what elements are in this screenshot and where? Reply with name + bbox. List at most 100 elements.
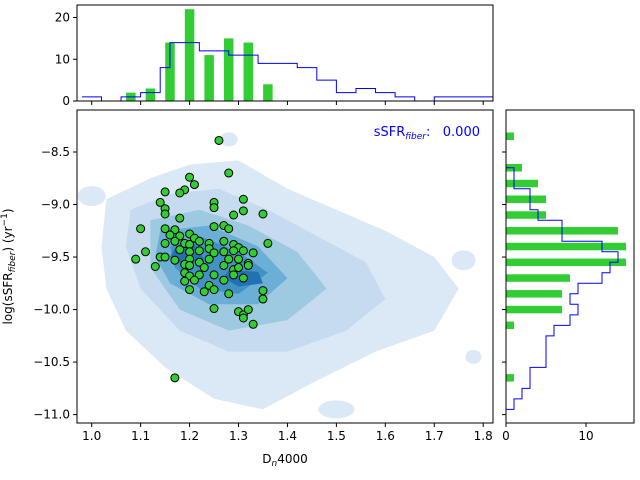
top-hist-bar — [263, 84, 273, 101]
top-hist-bar — [165, 42, 175, 101]
x-tick-label: 1.4 — [278, 429, 297, 443]
scatter-point — [189, 275, 199, 285]
scatter-point — [180, 276, 190, 286]
right-hist-bar — [506, 374, 514, 382]
right-x-tick-label: 0 — [502, 429, 510, 443]
scatter-point — [194, 246, 204, 256]
scatter-point — [199, 263, 209, 273]
right-hist-bar — [506, 242, 626, 251]
y-tick-label: −9.5 — [41, 250, 70, 264]
scatter-point — [160, 187, 170, 197]
top-hist-step-line — [81, 42, 493, 102]
scatter-point — [219, 247, 229, 257]
scatter-point — [234, 263, 244, 273]
scatter-point — [238, 194, 248, 204]
scatter-point — [243, 305, 253, 315]
scatter-point — [199, 287, 209, 297]
scatter-point — [219, 275, 229, 285]
right-hist-bar — [506, 179, 538, 188]
scatter-point — [224, 224, 234, 234]
scatter-point — [185, 247, 195, 257]
top-hist-bar — [243, 42, 254, 101]
main-x-ticks: 1.0 1.1 1.2 1.3 1.4 1.5 1.6 1.7 1.8 — [82, 423, 493, 443]
scatter-point — [204, 254, 214, 264]
scatter-point — [160, 252, 170, 262]
density-contours — [77, 132, 482, 419]
scatter-point — [209, 248, 219, 258]
scatter-point — [160, 209, 170, 219]
scatter-point — [224, 254, 234, 264]
y-tick-label: −10.0 — [33, 303, 70, 317]
scatter-point — [258, 286, 268, 296]
main-scatter-panel: 1.0 1.1 1.2 1.3 1.4 1.5 1.6 1.7 1.8−8.5−9.0−9.5−… — [0, 109, 494, 469]
density-blob-1 — [219, 132, 238, 147]
x-tick-label: 1.0 — [82, 429, 101, 443]
y-tick-label: −10.5 — [33, 355, 70, 369]
right-histogram-panel: 0 10 — [502, 109, 635, 443]
scatter-point — [234, 254, 244, 264]
right-hist-bar — [506, 321, 514, 330]
x-tick-label: 1.3 — [229, 429, 248, 443]
scatter-point — [209, 270, 219, 280]
scatter-point — [248, 319, 258, 329]
scatter-point — [224, 289, 234, 299]
scatter-point — [243, 260, 253, 270]
top-hist-bar — [223, 38, 234, 101]
scatter-point — [185, 172, 195, 182]
scatter-point — [175, 245, 185, 255]
scatter-point — [238, 273, 248, 283]
right-hist-bar — [506, 258, 626, 267]
scatter-point — [175, 213, 185, 223]
x-tick-label: 1.6 — [376, 429, 395, 443]
scatter-point — [258, 209, 268, 219]
scatter-point — [160, 224, 170, 234]
scatter-point — [170, 373, 180, 383]
scatter-point — [229, 246, 239, 256]
y-tick-label: −11.0 — [33, 408, 70, 422]
scatter-point — [209, 285, 219, 295]
scatter-point — [165, 230, 175, 240]
scatter-point — [209, 304, 219, 314]
main-y-ticks: −8.5 −9.0 −9.5 −10.0 −10.5 −11.0 — [33, 145, 77, 422]
scatter-point — [185, 239, 195, 249]
top-y-tick-label: 0 — [62, 94, 70, 108]
scatter-point — [258, 294, 268, 304]
x-tick-label: 1.5 — [327, 429, 346, 443]
main-axes-frame — [76, 109, 494, 424]
top-y-tick-label: 20 — [55, 11, 70, 25]
scatter-point — [189, 180, 199, 190]
scatter-point — [160, 238, 170, 248]
right-hist-bar — [506, 290, 562, 298]
right-axes-frame — [505, 109, 635, 424]
x-tick-label: 1.8 — [474, 429, 493, 443]
top-y-tick-label: 10 — [55, 52, 70, 66]
y-tick-label: −8.5 — [41, 145, 70, 159]
right-x-tick-label: 10 — [578, 429, 593, 443]
scatter-point — [214, 135, 224, 145]
right-hist-bar — [506, 274, 570, 282]
scatter-point — [170, 236, 180, 246]
scatter-point — [150, 262, 160, 271]
top-hist-bar — [184, 9, 195, 102]
scatter-point — [209, 222, 219, 232]
scatter-point — [219, 260, 229, 270]
scatter-point — [136, 224, 146, 234]
scatter-point — [209, 203, 219, 213]
scatter-point — [238, 206, 248, 216]
scatter-point — [238, 246, 248, 256]
scatter-point — [219, 236, 229, 246]
scatter-point — [263, 238, 273, 248]
scatter-point — [185, 285, 195, 295]
right-hist-bar — [506, 211, 546, 219]
scatter-point — [185, 260, 195, 270]
x-tick-label: 1.1 — [131, 429, 150, 443]
scatter-point — [229, 270, 239, 280]
scatter-point — [155, 197, 165, 207]
scatter-point — [224, 168, 234, 178]
right-hist-step-line — [505, 157, 619, 420]
top-hist-bar — [145, 88, 156, 101]
scatter-point — [248, 248, 258, 258]
density-blob-4 — [451, 250, 476, 271]
scatter-point — [141, 247, 151, 257]
